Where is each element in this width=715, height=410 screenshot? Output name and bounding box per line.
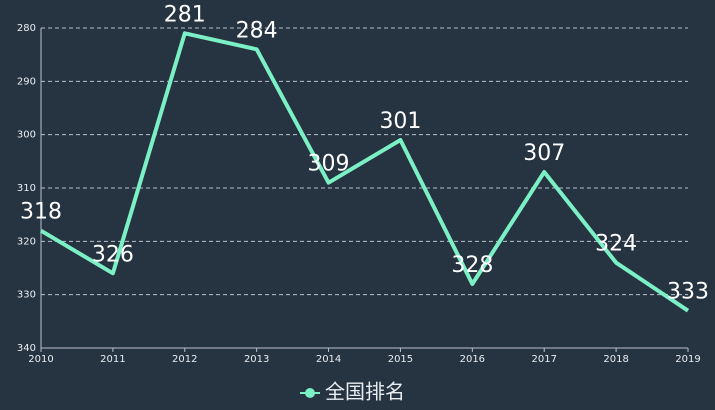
line	[39, 31, 690, 313]
y-tick-label: 280	[17, 23, 36, 34]
value-label: 318	[20, 200, 62, 225]
value-label: 284	[236, 18, 278, 43]
y-tick-label: 300	[17, 130, 36, 141]
x-tick-label: 2014	[316, 354, 341, 365]
value-label: 326	[92, 242, 134, 267]
value-label: 307	[523, 141, 565, 166]
y-tick-label: 330	[17, 290, 36, 301]
x-tick-label: 2011	[100, 354, 125, 365]
y-tick-label: 320	[17, 236, 36, 247]
x-tick-label: 2012	[172, 354, 197, 365]
legend-marker	[305, 388, 315, 398]
value-label: 324	[595, 232, 637, 257]
legend-label: 全国排名	[325, 380, 405, 404]
value-label: 333	[667, 280, 709, 305]
x-tick-label: 2016	[460, 354, 485, 365]
x-tick-label: 2017	[531, 354, 556, 365]
value-label: 281	[164, 2, 206, 27]
x-tick-label: 2018	[603, 354, 628, 365]
value-label: 328	[451, 253, 493, 278]
y-tick-label: 310	[17, 183, 36, 194]
value-label: 301	[379, 109, 421, 134]
x-tick-label: 2019	[675, 354, 700, 365]
y-tick-label: 340	[17, 343, 36, 354]
value-label: 309	[308, 152, 350, 177]
x-tick-label: 2013	[244, 354, 269, 365]
y-tick-label: 290	[17, 76, 36, 87]
x-tick-label: 2010	[28, 354, 53, 365]
x-tick-label: 2015	[388, 354, 413, 365]
